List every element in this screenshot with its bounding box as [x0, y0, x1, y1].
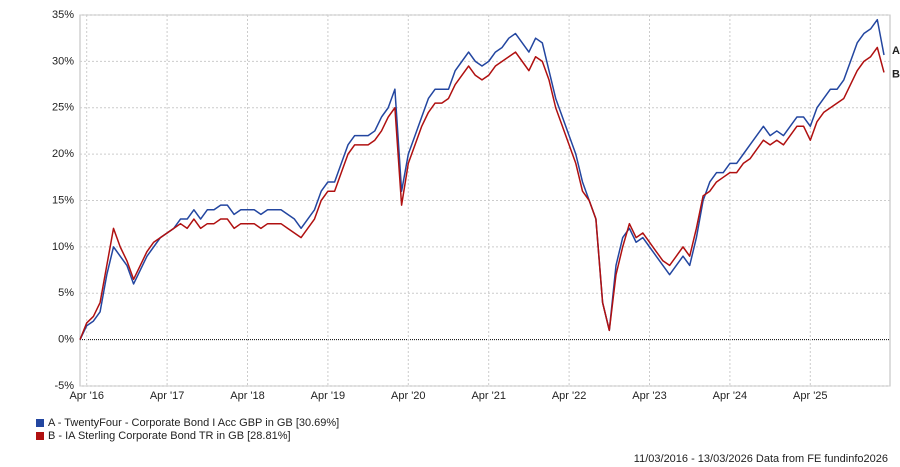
x-tick-label: Apr '23	[632, 390, 667, 402]
legend-label: B - IA Sterling Corporate Bond TR in GB …	[48, 430, 291, 442]
y-tick-label: 35%	[52, 9, 74, 21]
y-tick-label: 10%	[52, 241, 74, 253]
x-tick-label: Apr '19	[311, 390, 346, 402]
x-tick-label: Apr '17	[150, 390, 185, 402]
end-label: B	[892, 68, 900, 80]
x-tick-label: Apr '16	[69, 390, 104, 402]
x-tick-label: Apr '24	[713, 390, 748, 402]
footer: 11/03/2016 - 13/03/2026 Data from FE fun…	[634, 453, 888, 465]
y-tick-label: -5%	[54, 380, 74, 392]
x-tick-label: Apr '25	[793, 390, 828, 402]
y-tick-label: 15%	[52, 194, 74, 206]
x-tick-label: Apr '20	[391, 390, 426, 402]
y-tick-label: 25%	[52, 102, 74, 114]
x-tick-label: Apr '22	[552, 390, 587, 402]
series-line	[79, 18, 885, 340]
legend-swatch	[36, 419, 44, 427]
x-tick-label: Apr '18	[230, 390, 265, 402]
legend-label: A - TwentyFour - Corporate Bond I Acc GB…	[48, 417, 339, 429]
legend-swatch	[36, 432, 44, 440]
end-label: A	[892, 45, 900, 57]
y-tick-label: 5%	[58, 287, 74, 299]
series-line	[79, 46, 885, 340]
x-tick-label: Apr '21	[471, 390, 506, 402]
y-tick-label: 30%	[52, 55, 74, 67]
y-tick-label: 20%	[52, 148, 74, 160]
y-tick-label: 0%	[58, 334, 74, 346]
